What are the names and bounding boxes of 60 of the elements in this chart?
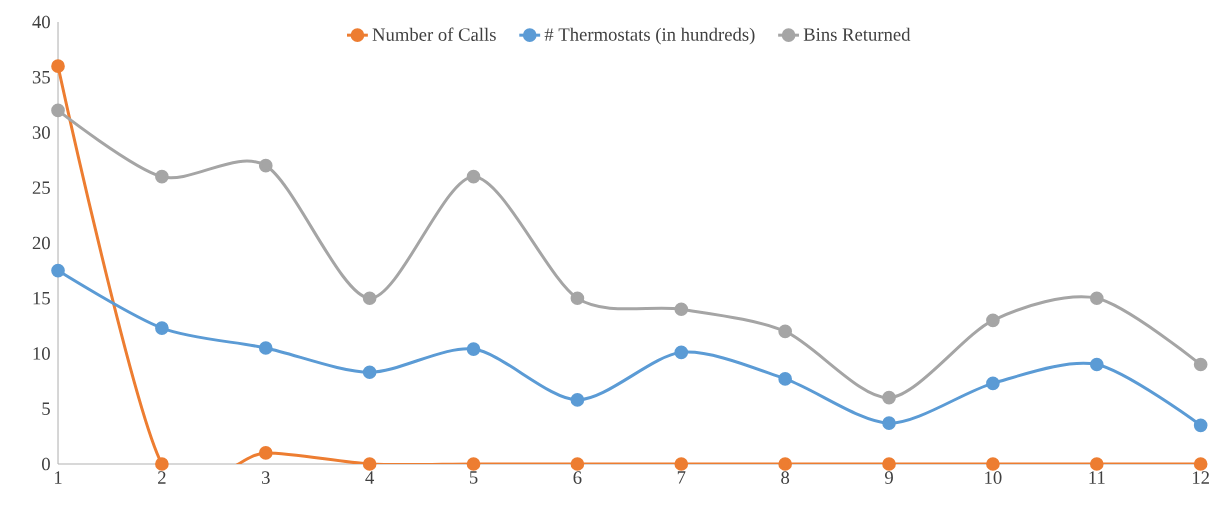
legend-label: Number of Calls (372, 27, 496, 41)
point (778, 324, 792, 339)
legend-label: # Thermostats (in hundreds) (544, 27, 755, 45)
y-tick-label: 20 (32, 236, 50, 250)
y-tick-label: 10 (33, 347, 50, 360)
point (1193, 457, 1208, 471)
point (258, 158, 273, 173)
point (986, 376, 1000, 391)
y-tick-label: 35 (32, 70, 50, 84)
x-tick-label: 11 (1089, 471, 1105, 484)
point (1193, 418, 1208, 433)
point (1089, 457, 1104, 471)
y-tick-label: 40 (32, 15, 50, 29)
legend-label: Bins Returned (803, 27, 911, 41)
point (882, 416, 896, 430)
point (51, 263, 65, 278)
point (570, 291, 585, 306)
point (570, 457, 585, 471)
x-tick-label: 12 (1192, 471, 1209, 484)
point (258, 446, 273, 460)
point (882, 457, 896, 471)
point (674, 345, 689, 360)
point (51, 59, 65, 74)
point (466, 457, 481, 471)
point (882, 390, 896, 405)
point (362, 291, 377, 306)
point (986, 313, 1000, 328)
point (1089, 291, 1104, 306)
y-tick-label: 0 (42, 457, 50, 471)
point (466, 169, 481, 184)
point (1089, 357, 1104, 372)
x-tick-label: 4 (365, 471, 375, 484)
point (362, 365, 377, 380)
point (674, 457, 689, 471)
y-tick-label: 15 (33, 291, 50, 305)
point (51, 103, 65, 118)
point (155, 321, 169, 335)
x-tick-label: 10 (985, 471, 1002, 484)
point (778, 457, 792, 471)
x-tick-label: 9 (884, 471, 893, 484)
x-tick-label: 8 (781, 471, 790, 484)
x-tick-label: 7 (677, 471, 686, 484)
x-tick-label: 2 (158, 471, 166, 484)
y-tick-label: 5 (42, 402, 50, 415)
point (155, 169, 169, 184)
point (258, 341, 273, 355)
y-tick-label: 30 (32, 126, 50, 139)
point (155, 457, 169, 471)
point (362, 457, 377, 471)
point (1193, 357, 1208, 372)
y-tick-label: 25 (32, 181, 50, 195)
x-tick-label: 5 (469, 471, 478, 484)
point (986, 457, 1000, 471)
point (674, 302, 689, 317)
point (778, 372, 792, 386)
x-tick-label: 1 (54, 471, 62, 484)
x-tick-label: 3 (262, 471, 270, 484)
x-tick-label: 6 (573, 471, 582, 484)
point (570, 393, 585, 407)
point (466, 342, 481, 356)
